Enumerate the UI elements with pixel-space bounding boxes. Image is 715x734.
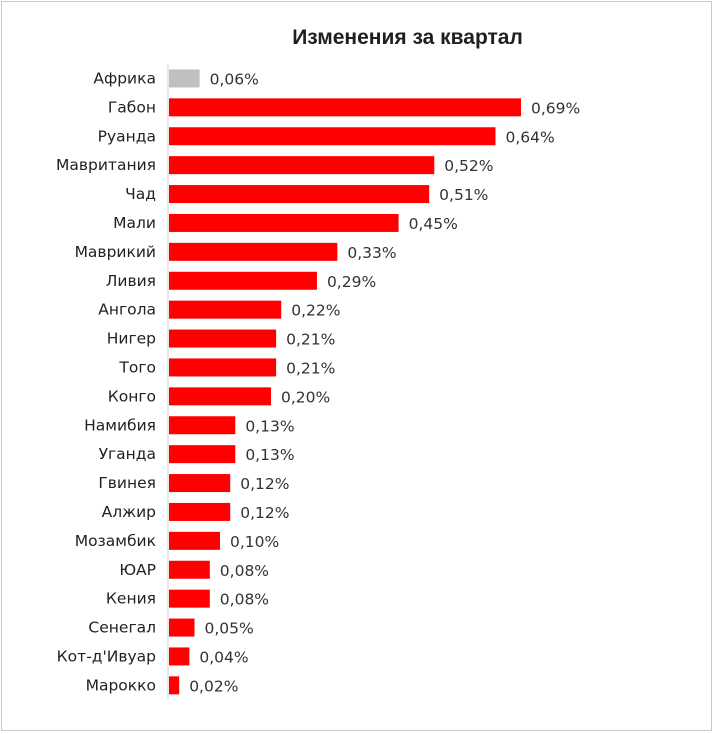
bar [169, 98, 521, 117]
chart-title: Изменения за квартал [292, 26, 523, 49]
bars-group: Африка 0,06% Габон 0,69% Руанда 0,64% Мавритан… [56, 69, 580, 695]
category-label: Кот-д'Ивуар [57, 647, 156, 665]
data-label: 0,06% [210, 70, 259, 88]
category-label: Мавритания [56, 156, 156, 174]
category-label: Того [118, 358, 156, 376]
category-label: Сенегал [88, 619, 156, 637]
data-label: 0,05% [205, 620, 254, 638]
data-label: 0,52% [444, 157, 493, 175]
bar [169, 560, 210, 579]
data-label: 0,22% [291, 302, 340, 320]
bar [169, 213, 399, 232]
bar [169, 329, 277, 348]
category-label: Алжир [102, 503, 156, 521]
category-label: Габон [108, 98, 156, 116]
data-label: 0,04% [199, 648, 248, 666]
bar [169, 618, 195, 637]
category-label: Конго [108, 387, 156, 405]
bar [169, 502, 231, 521]
data-label: 0,08% [220, 562, 269, 580]
category-label: ЮАР [119, 561, 156, 579]
bar [169, 474, 231, 493]
bar [169, 127, 496, 146]
bar [169, 387, 272, 406]
data-label: 0,29% [327, 273, 376, 291]
bar [169, 445, 236, 464]
category-label: Ангола [98, 301, 156, 319]
category-label: Нигер [107, 330, 156, 348]
data-label: 0,21% [286, 359, 335, 377]
category-label: Африка [93, 69, 156, 87]
bar [169, 156, 435, 175]
category-label: Марокко [86, 676, 156, 694]
data-label: 0,51% [439, 186, 488, 204]
category-label: Ливия [106, 272, 156, 290]
category-label: Маврикий [75, 243, 156, 261]
bar [169, 185, 430, 204]
bar [169, 647, 190, 666]
bar [169, 358, 277, 377]
category-label: Намибия [84, 416, 156, 434]
category-label: Мозамбик [75, 532, 156, 550]
category-label: Руанда [98, 127, 156, 145]
data-label: 0,02% [189, 677, 238, 695]
category-label: Кения [106, 590, 156, 608]
data-label: 0,08% [220, 591, 269, 609]
data-label: 0,69% [531, 99, 580, 117]
bar [169, 271, 317, 290]
bar [169, 416, 236, 435]
category-label: Уганда [99, 445, 156, 463]
category-label: Чад [125, 185, 156, 203]
data-label: 0,12% [240, 475, 289, 493]
category-label: Мали [113, 214, 156, 232]
bar [169, 69, 200, 88]
bar [169, 531, 221, 550]
data-label: 0,64% [505, 128, 554, 146]
bar [169, 589, 210, 608]
data-label: 0,10% [230, 533, 279, 551]
data-label: 0,20% [281, 388, 330, 406]
data-label: 0,45% [409, 215, 458, 233]
data-label: 0,13% [245, 417, 294, 435]
bar [169, 242, 338, 261]
data-label: 0,13% [245, 446, 294, 464]
bar [169, 300, 282, 319]
category-label: Гвинея [98, 474, 156, 492]
bar [169, 676, 180, 695]
data-label: 0,12% [240, 504, 289, 522]
data-label: 0,21% [286, 331, 335, 349]
data-label: 0,33% [347, 244, 396, 262]
